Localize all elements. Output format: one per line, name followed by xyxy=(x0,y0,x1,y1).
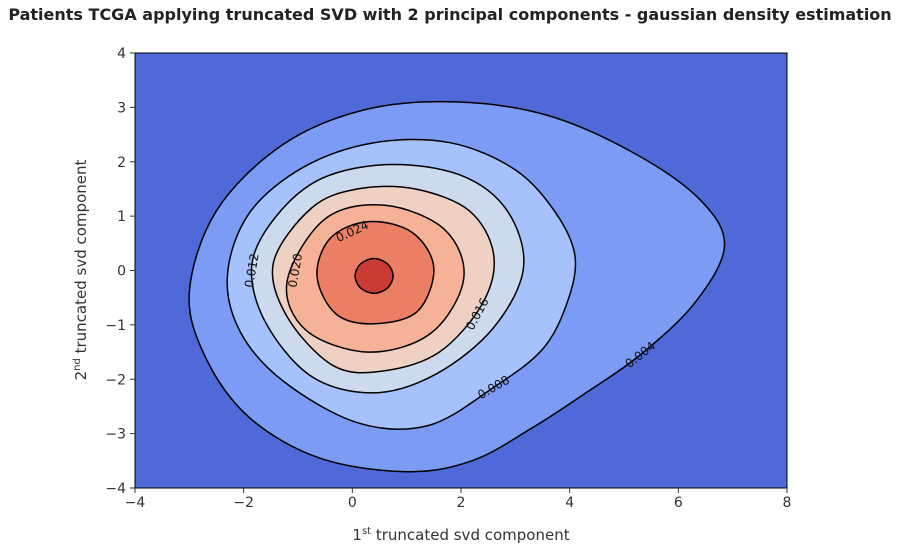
y-tick-label: 1 xyxy=(117,209,126,225)
chart-title: Patients TCGA applying truncated SVD wit… xyxy=(8,5,891,24)
contour-label: 0.012 xyxy=(242,252,262,288)
x-axis-label-sup: st xyxy=(362,526,371,537)
x-tick-label: −2 xyxy=(233,495,254,511)
y-tick-label: 2 xyxy=(117,155,126,171)
contour-label-text: 0.020 xyxy=(285,252,305,288)
y-tick-label: 4 xyxy=(117,46,126,62)
x-tick-label: 4 xyxy=(565,495,574,511)
y-axis: −4 −3 −2 −1 0 1 2 3 4 xyxy=(105,46,135,497)
contour-label-text: 0.012 xyxy=(242,252,262,288)
x-tick-label: 0 xyxy=(348,495,357,511)
contour-level-0-028 xyxy=(354,257,394,295)
contour-label: 0.020 xyxy=(285,252,305,288)
x-axis: −4 −2 0 2 4 6 8 xyxy=(125,488,792,511)
y-axis-label-sup: nd xyxy=(72,358,83,371)
y-axis-label-rest: truncated svd component xyxy=(72,160,90,359)
y-tick-label: 0 xyxy=(117,264,126,280)
y-tick-label: −3 xyxy=(105,427,126,443)
y-tick-label: −1 xyxy=(105,318,126,334)
x-tick-label: 6 xyxy=(674,495,683,511)
x-tick-label: 8 xyxy=(783,495,792,511)
x-axis-label: 1st truncated svd component xyxy=(352,526,569,544)
x-axis-label-rest: truncated svd component xyxy=(371,526,570,544)
y-axis-label-prefix: 2 xyxy=(72,371,90,381)
x-axis-label-prefix: 1 xyxy=(352,526,362,544)
y-tick-label: −4 xyxy=(105,481,126,497)
y-axis-label: 2nd truncated svd component xyxy=(72,160,90,381)
x-tick-label: 2 xyxy=(457,495,466,511)
x-tick-label: −4 xyxy=(125,495,146,511)
y-tick-label: 3 xyxy=(117,100,126,116)
y-tick-label: −2 xyxy=(105,372,126,388)
